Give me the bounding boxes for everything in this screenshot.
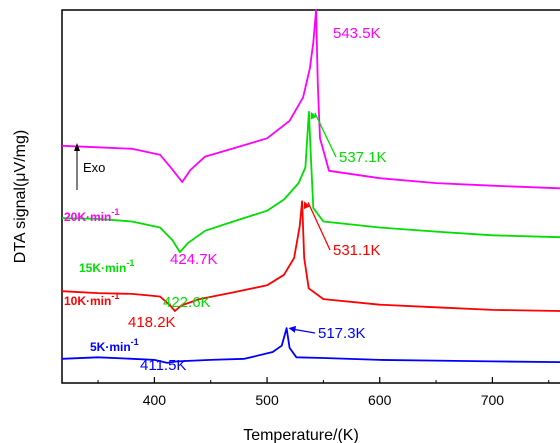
annotation-label-5: 422.6K <box>163 294 211 311</box>
annotation-arrow-line-1 <box>314 112 337 158</box>
annotation-arrow-line-3 <box>292 328 316 334</box>
rate-label-1: 15K·min-1 <box>79 258 134 275</box>
rate-label-3: 5K·min-1 <box>90 337 139 354</box>
rate-label-2: 10K·min-1 <box>64 291 119 308</box>
x-tick-label-400: 400 <box>143 392 167 408</box>
x-axis-label: Temperature/(K) <box>243 427 359 443</box>
exo-label: Exo <box>83 160 105 175</box>
plot-frame <box>61 9 560 384</box>
annotation-label-0: 543.5K <box>333 25 381 42</box>
x-tick-label-700: 700 <box>481 392 505 408</box>
series-line-1 <box>61 110 560 253</box>
series-line-0 <box>61 9 560 190</box>
x-tick-label-500: 500 <box>255 392 279 408</box>
exo-marker: Exo <box>74 143 105 190</box>
plot-area <box>61 9 560 384</box>
annotation-label-4: 424.7K <box>170 251 218 268</box>
annotation-arrow-line-2 <box>307 202 331 251</box>
annotation-label-1: 537.1K <box>339 149 387 166</box>
arrow-head-icon <box>288 325 297 333</box>
rate-label-0: 20K·min-1 <box>64 207 119 224</box>
annotation-label-6: 418.2K <box>128 314 176 331</box>
series-line-3 <box>61 327 560 364</box>
curves <box>61 9 560 364</box>
annotation-label-3: 517.3K <box>318 325 366 342</box>
x-axis-tick-labels: 400 500 600 700 <box>143 392 505 408</box>
arrow-head-icon <box>310 111 318 120</box>
annotation-label-7: 411.5K <box>140 357 186 374</box>
annotation-label-2: 531.1K <box>333 242 381 259</box>
annotations: 543.5K 537.1K 531.1K 517.3K 424.7K 422.6K 418.… <box>128 25 387 374</box>
exo-arrow-head-icon <box>74 143 80 151</box>
rate-labels: 20K·min-1 15K·min-1 10K·min-1 5K·min-1 <box>64 207 139 354</box>
x-axis-ticks <box>97 377 550 383</box>
arrow-head-icon <box>303 201 311 210</box>
x-tick-label-600: 600 <box>368 392 392 408</box>
series-line-2 <box>61 200 560 312</box>
y-axis-label: DTA signal(μV/mg) <box>12 130 29 263</box>
